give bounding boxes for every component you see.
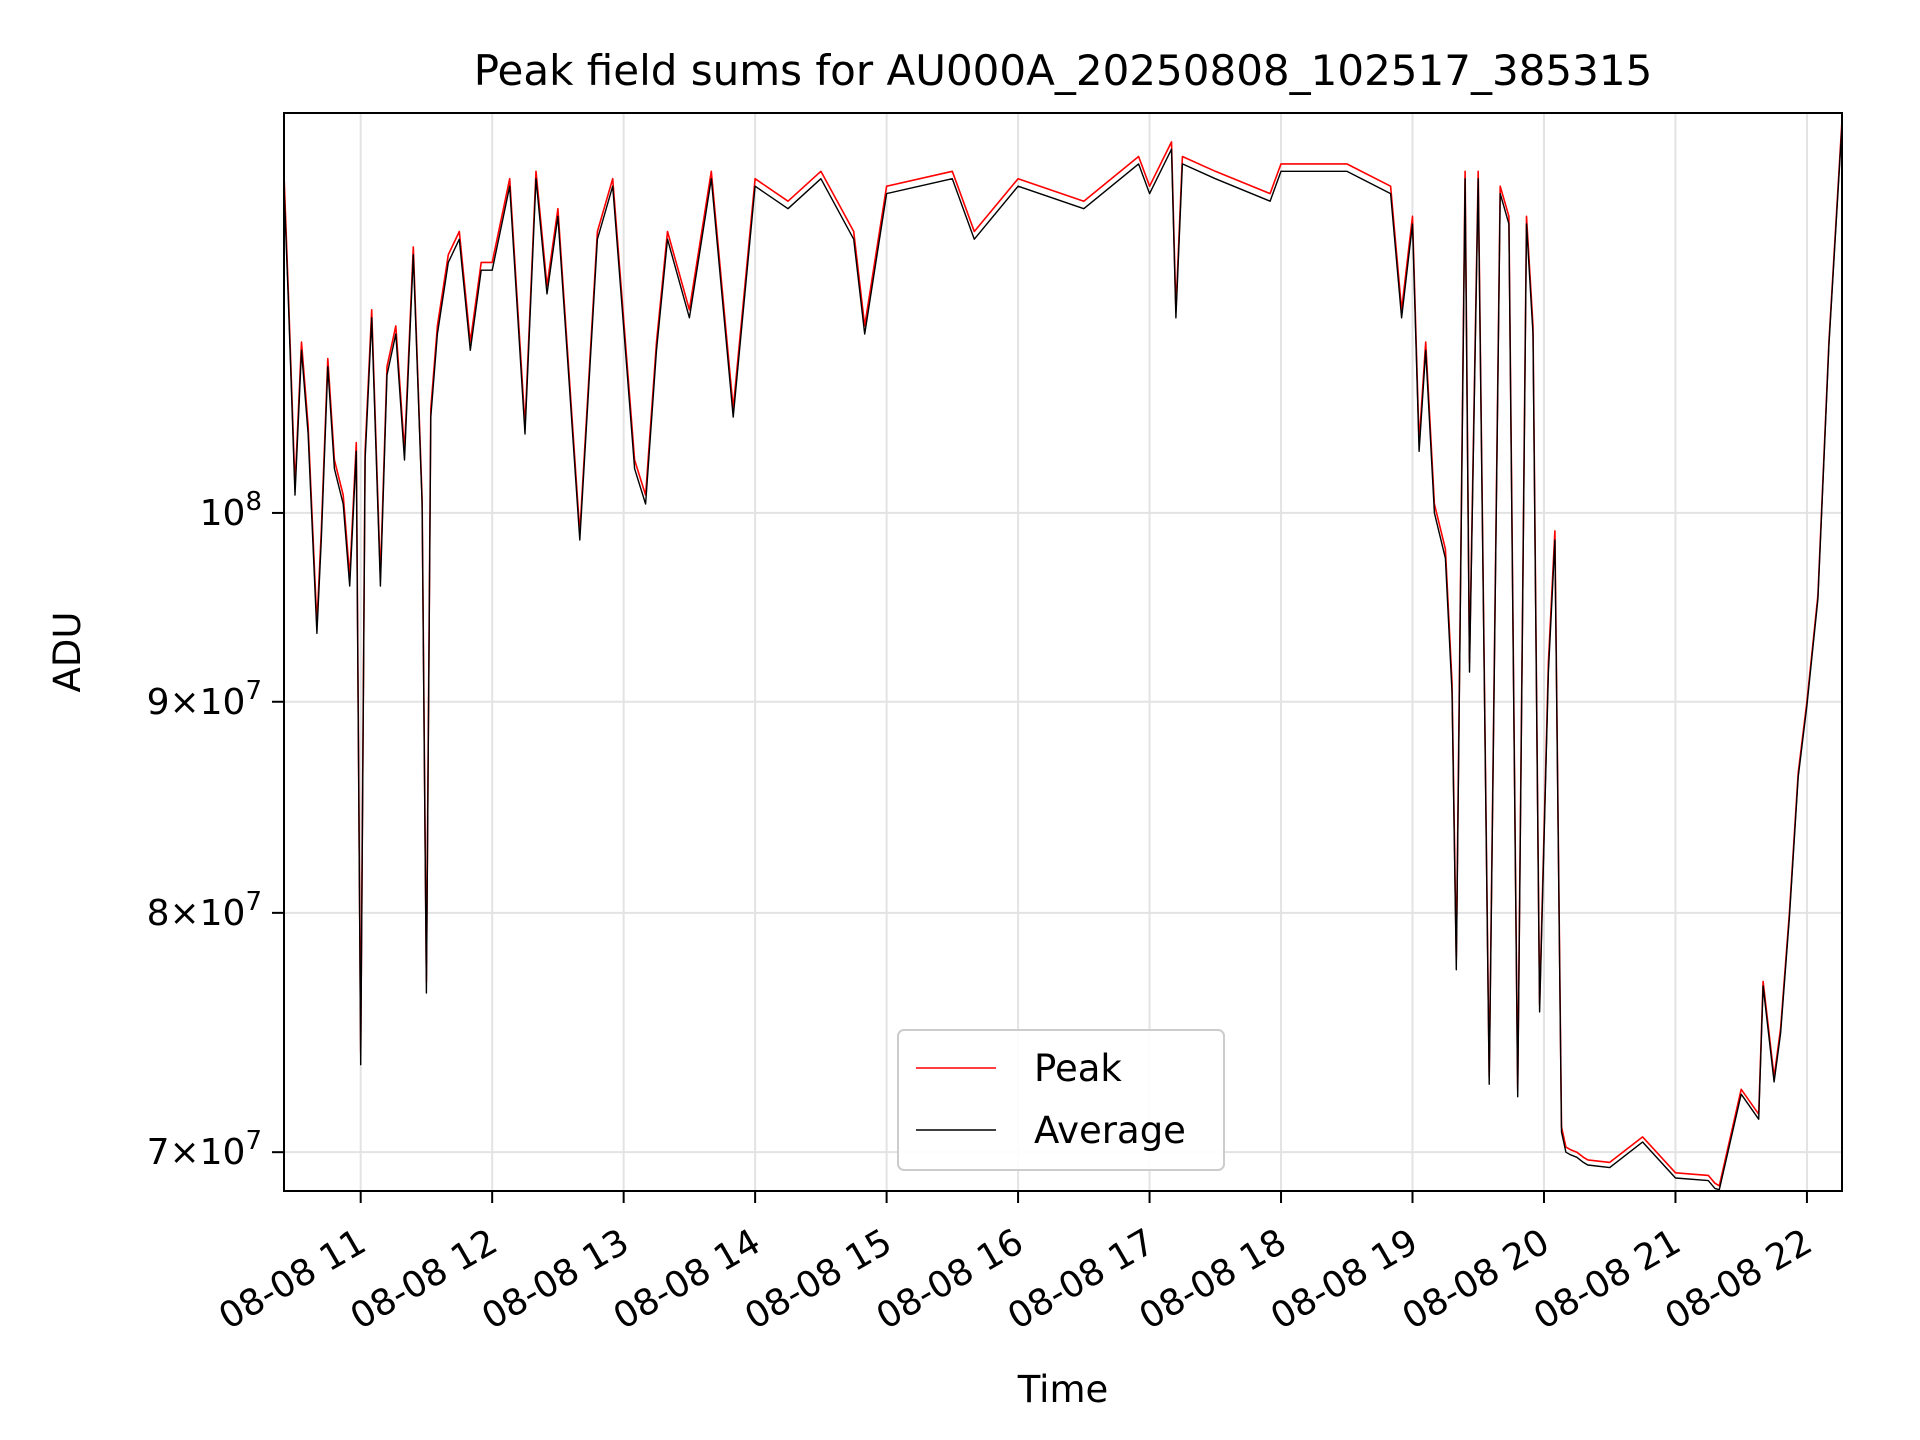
legend-label-peak: Peak: [1034, 1047, 1122, 1090]
legend-label-average: Average: [1034, 1109, 1186, 1152]
y-tick-label: 8×107: [147, 887, 262, 934]
legend-box: [897, 1029, 1225, 1171]
y-tick-label: 9×107: [147, 676, 262, 723]
series-line-average: [283, 124, 1843, 1191]
y-axis-label: ADU: [46, 612, 89, 693]
y-tick-label: 7×107: [147, 1126, 262, 1173]
chart-title: Peak field sums for AU000A_20250808_1025…: [474, 46, 1653, 95]
y-tick-label: 108: [200, 487, 262, 534]
y-axis: 7×107 8×107 9×107 108: [147, 487, 284, 1173]
series-lines: [283, 120, 1843, 1191]
plot-frame: [283, 112, 1843, 1192]
x-axis-label: Time: [1017, 1368, 1109, 1411]
legend: Peak Average: [897, 1029, 1225, 1171]
